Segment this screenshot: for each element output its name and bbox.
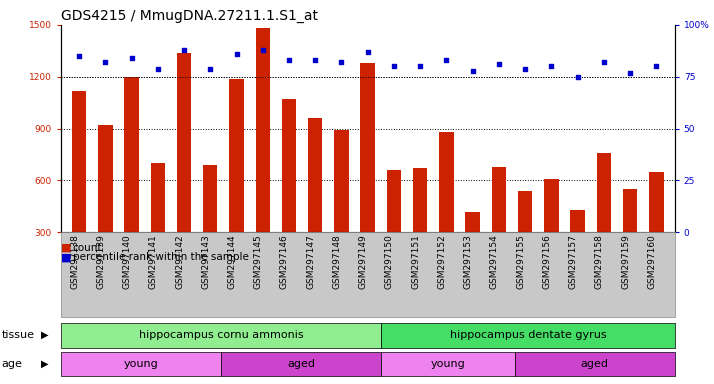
Text: young: young [431, 359, 466, 369]
Text: GSM297142: GSM297142 [175, 234, 184, 289]
Bar [98, 125, 113, 284]
Point [126, 55, 137, 61]
Text: GSM297139: GSM297139 [96, 234, 105, 289]
Text: GSM297148: GSM297148 [333, 234, 341, 289]
Bar [334, 131, 348, 284]
Text: GSM297150: GSM297150 [385, 234, 394, 289]
Text: aged: aged [580, 359, 608, 369]
Text: hippocampus dentate gyrus: hippocampus dentate gyrus [450, 330, 606, 340]
Text: GSM297157: GSM297157 [568, 234, 578, 289]
Point [362, 49, 373, 55]
Text: GSM297159: GSM297159 [621, 234, 630, 289]
Bar [492, 167, 506, 284]
Text: percentile rank within the sample: percentile rank within the sample [73, 252, 248, 262]
Point [257, 47, 268, 53]
Point [336, 59, 347, 65]
Point [625, 70, 636, 76]
Point [178, 47, 190, 53]
Text: GSM297143: GSM297143 [201, 234, 210, 289]
Text: GSM297154: GSM297154 [490, 234, 499, 289]
Point [467, 68, 478, 74]
Text: GSM297153: GSM297153 [463, 234, 473, 289]
Bar [203, 165, 218, 284]
Text: GSM297149: GSM297149 [358, 234, 368, 289]
Bar [597, 153, 611, 284]
Text: GSM297141: GSM297141 [149, 234, 158, 289]
Text: GSM297160: GSM297160 [648, 234, 656, 289]
Bar [308, 118, 323, 284]
Point [309, 57, 321, 63]
Text: aged: aged [287, 359, 315, 369]
Point [283, 57, 295, 63]
Bar [413, 168, 428, 284]
Point [650, 63, 662, 70]
Text: GDS4215 / MmugDNA.27211.1.S1_at: GDS4215 / MmugDNA.27211.1.S1_at [61, 8, 318, 23]
Text: ▶: ▶ [41, 359, 48, 369]
Text: GSM297145: GSM297145 [253, 234, 263, 289]
Text: GSM297144: GSM297144 [228, 234, 236, 289]
Text: age: age [1, 359, 22, 369]
Bar [72, 91, 86, 284]
Text: GSM297146: GSM297146 [280, 234, 289, 289]
Bar [256, 28, 270, 284]
Bar [439, 132, 453, 284]
Bar [282, 99, 296, 284]
Point [598, 59, 610, 65]
Point [441, 57, 452, 63]
Text: ▶: ▶ [41, 330, 48, 340]
Bar [124, 77, 139, 284]
Point [415, 63, 426, 70]
Bar [151, 163, 165, 284]
Bar [361, 63, 375, 284]
Point [74, 53, 85, 59]
Bar [544, 179, 558, 284]
Text: ■: ■ [61, 252, 71, 262]
Text: ■: ■ [61, 243, 71, 253]
Point [572, 74, 583, 80]
Point [545, 63, 557, 70]
Text: GSM297152: GSM297152 [438, 234, 446, 289]
Point [388, 63, 400, 70]
Bar [623, 189, 638, 284]
Text: hippocampus cornu ammonis: hippocampus cornu ammonis [139, 330, 303, 340]
Text: GSM297140: GSM297140 [123, 234, 131, 289]
Point [152, 65, 164, 71]
Bar [570, 210, 585, 284]
Bar [466, 212, 480, 284]
Point [493, 61, 505, 68]
Text: GSM297158: GSM297158 [595, 234, 604, 289]
Bar [387, 170, 401, 284]
Bar [649, 172, 663, 284]
Text: tissue: tissue [1, 330, 34, 340]
Bar [518, 191, 533, 284]
Text: GSM297156: GSM297156 [543, 234, 551, 289]
Bar [229, 79, 243, 284]
Text: count: count [73, 243, 102, 253]
Point [520, 65, 531, 71]
Text: GSM297138: GSM297138 [70, 234, 79, 289]
Point [204, 65, 216, 71]
Bar [177, 53, 191, 284]
Point [231, 51, 242, 57]
Text: GSM297147: GSM297147 [306, 234, 315, 289]
Text: young: young [124, 359, 159, 369]
Text: GSM297151: GSM297151 [411, 234, 421, 289]
Text: GSM297155: GSM297155 [516, 234, 526, 289]
Point [99, 59, 111, 65]
